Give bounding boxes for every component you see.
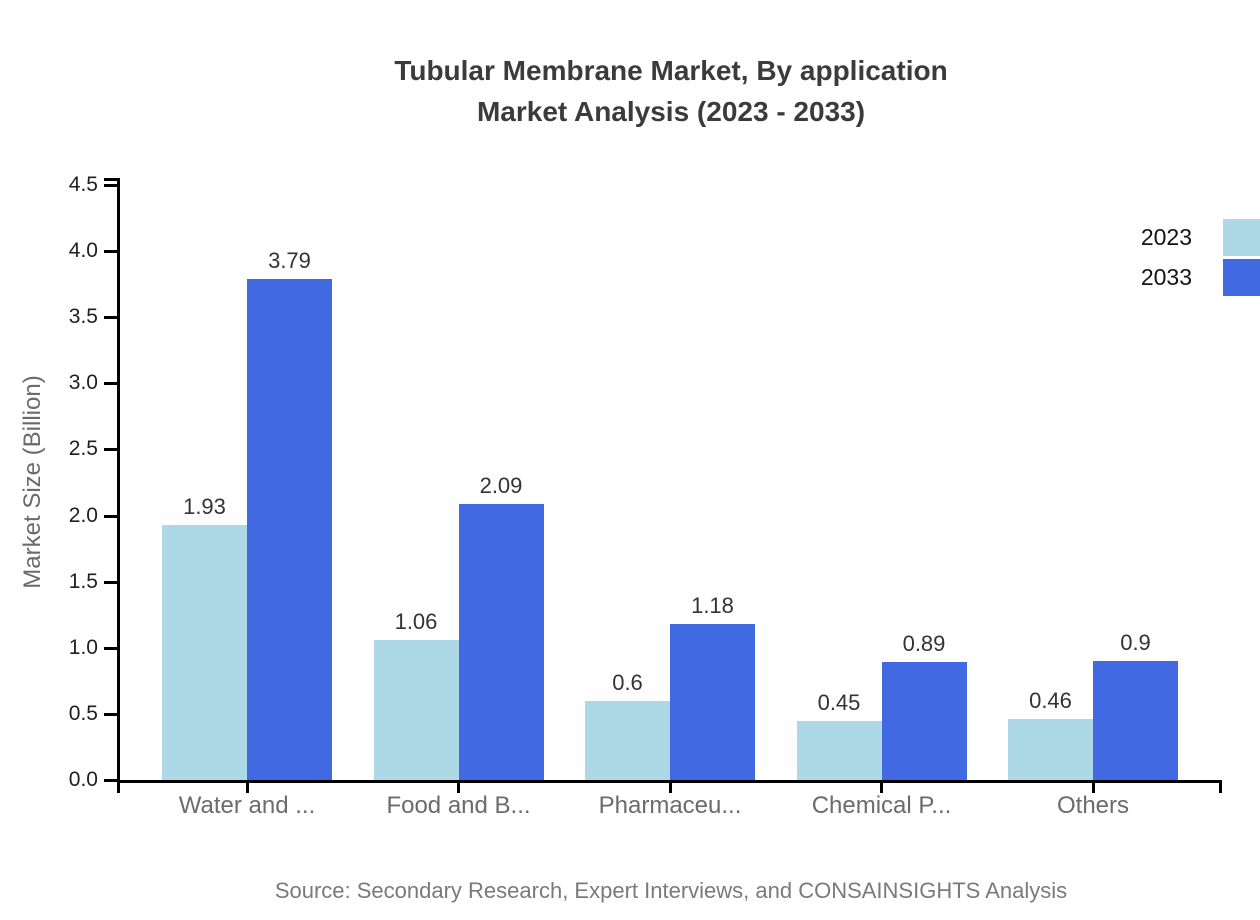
legend-swatch-2023: [1223, 219, 1260, 256]
y-axis-tick: [104, 580, 117, 584]
bar-value-label: 1.18: [691, 592, 734, 618]
y-axis-tick-label: 1.0: [68, 635, 98, 659]
x-axis-category-label: Chemical P...: [811, 792, 952, 819]
x-axis-tick: [880, 780, 883, 793]
x-axis-tick: [1091, 780, 1095, 793]
bar-2023-4: [796, 720, 882, 780]
legend-item-2033: 2033: [1141, 259, 1260, 296]
bar-value-label: 0.45: [817, 689, 861, 715]
y-axis-tick-label: 3.5: [68, 305, 98, 329]
bar-value-label: 1.93: [183, 493, 226, 519]
legend-item-2023-label: 2023: [1140, 224, 1192, 250]
y-axis-tick-label: 0.5: [68, 701, 98, 725]
x-axis-tick: [457, 780, 460, 793]
source-note: Source: Secondary Research, Expert Inter…: [274, 878, 1068, 903]
y-axis-tick: [104, 712, 117, 716]
legend-item-2023: 2023: [1141, 219, 1260, 256]
y-axis-tick: [104, 779, 117, 782]
y-axis-tick-label: 4.0: [68, 239, 98, 263]
bar-2033-4: [881, 662, 967, 780]
chart-title: Tubular Membrane Market, By application: [394, 55, 948, 86]
y-axis-tick-label: 2.5: [68, 437, 98, 461]
bar-2033-5: [1093, 661, 1178, 780]
bar-value-label: 0.6: [612, 669, 643, 695]
y-axis-tick-label: 4.5: [68, 173, 98, 196]
y-axis-tick: [104, 448, 117, 452]
y-axis-tick: [104, 316, 117, 320]
legend-item-2033-label: 2033: [1140, 264, 1192, 290]
y-axis-tick-label: 1.5: [68, 569, 98, 593]
legend: 2023 2033: [1141, 219, 1260, 299]
y-axis-tick-label: 2.0: [68, 503, 98, 527]
y-axis-line: [117, 178, 120, 793]
x-axis-category-label: Food and B...: [386, 792, 531, 819]
bar-2023-2: [373, 639, 459, 780]
bar-2023-1: [162, 524, 247, 780]
x-axis-category-label: Water and ...: [178, 792, 316, 819]
x-axis-tick: [245, 780, 249, 793]
y-axis-tick: [104, 184, 117, 187]
y-axis-tick: [104, 514, 117, 518]
bar-value-label: 1.06: [394, 608, 438, 634]
bar-2023-3: [585, 700, 670, 780]
bar-2033-1: [247, 278, 332, 780]
bar-2033-3: [670, 623, 755, 780]
y-axis-end-tick: [104, 178, 117, 181]
x-axis-category-label: Pharmaceu...: [598, 792, 742, 819]
bar-value-label: 0.9: [1120, 630, 1151, 655]
chart-title-block: Tubular Membrane Market, By application …: [120, 50, 1222, 132]
y-axis-tick: [104, 250, 117, 254]
y-axis-tick: [104, 646, 117, 650]
x-axis-tick: [668, 780, 672, 793]
bar-value-label: 2.09: [479, 472, 523, 498]
bar-value-label: 0.46: [1029, 688, 1072, 714]
bar-value-label: 0.89: [902, 631, 946, 657]
y-axis-tick-label: 0.0: [68, 768, 98, 791]
x-axis-end-tick: [1219, 780, 1222, 793]
chart-subtitle: Market Analysis (2023 - 2033): [476, 96, 866, 127]
legend-swatch-2033: [1223, 259, 1260, 296]
x-axis-category-label: Others: [1056, 792, 1130, 819]
y-axis-tick: [104, 382, 117, 386]
bar-value-label: 3.79: [268, 247, 311, 273]
y-axis-tick-label: 3.0: [68, 371, 98, 395]
bar-2033-2: [458, 503, 544, 780]
bar-2023-5: [1008, 719, 1093, 780]
